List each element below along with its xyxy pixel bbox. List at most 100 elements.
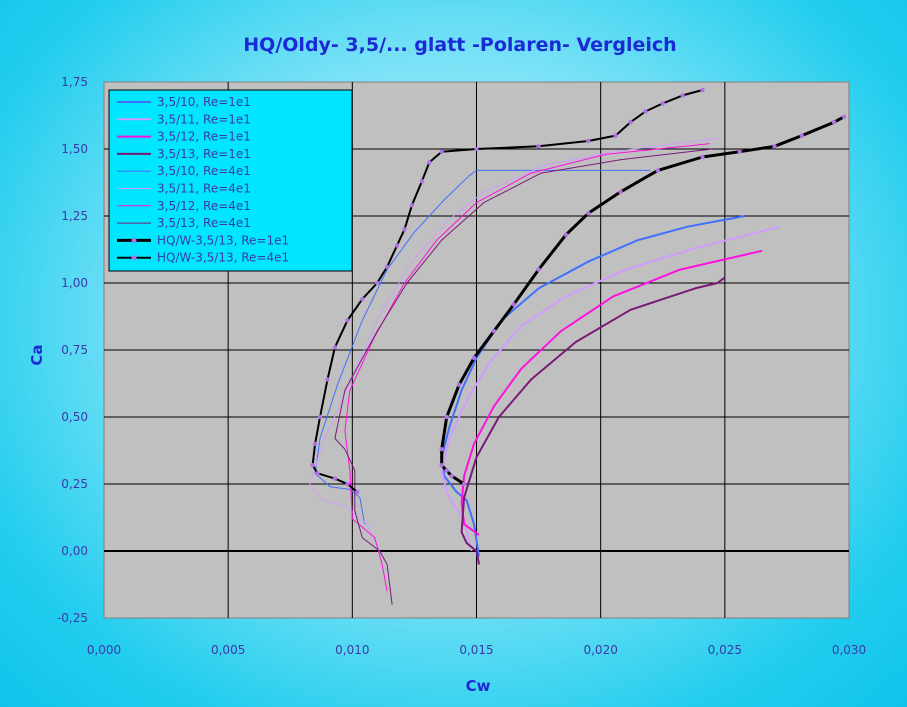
series-4 <box>460 276 726 565</box>
data-point <box>498 416 500 418</box>
data-point <box>379 314 381 316</box>
legend-item: 3,5/10, Re=4e1 <box>117 164 251 178</box>
series-5 <box>314 169 651 525</box>
legend-label: 3,5/11, Re=1e1 <box>157 112 251 126</box>
legend-item: HQ/W-3,5/13, Re=1e1 <box>117 233 289 247</box>
series-8 <box>334 148 713 605</box>
data-point <box>724 277 726 279</box>
x-tick-label: 0,025 <box>708 643 742 657</box>
data-point <box>471 550 473 552</box>
legend-marker <box>131 237 137 243</box>
y-tick-label: 1,25 <box>61 209 88 223</box>
data-point <box>384 264 390 270</box>
legend-label: 3,5/12, Re=1e1 <box>157 130 251 144</box>
data-point <box>359 497 361 499</box>
data-point <box>466 400 468 402</box>
legend-marker <box>131 255 137 261</box>
data-point <box>409 203 415 208</box>
data-point <box>315 471 320 476</box>
data-point <box>565 296 567 298</box>
legend-label: 3,5/10, Re=4e1 <box>157 164 251 178</box>
data-point <box>488 363 490 365</box>
data-point <box>332 345 338 350</box>
x-tick-label: 0,010 <box>335 643 369 657</box>
data-point <box>309 483 311 485</box>
data-point <box>394 243 400 248</box>
data-point <box>312 441 318 446</box>
legend: 3,5/10, Re=1e1 3,5/11, Re=1e1 3,5/12, Re=1… <box>108 89 353 272</box>
data-point <box>530 172 532 174</box>
series-line <box>460 276 726 565</box>
data-point <box>540 172 542 174</box>
data-point <box>461 389 463 391</box>
data-point <box>439 463 444 468</box>
data-point <box>332 476 338 481</box>
data-point <box>700 87 705 93</box>
legend-label: 3,5/13, Re=4e1 <box>157 216 251 230</box>
data-point <box>493 406 495 408</box>
data-point <box>520 368 522 370</box>
data-point <box>461 481 467 487</box>
data-point <box>319 438 321 440</box>
data-point <box>530 379 532 381</box>
series-line <box>344 143 710 592</box>
data-point <box>613 133 618 138</box>
data-point <box>483 191 485 193</box>
data-point <box>366 523 368 525</box>
legend-item: 3,5/13, Re=1e1 <box>117 147 251 161</box>
data-point <box>737 149 742 154</box>
legend-item: 3,5/10, Re=1e1 <box>117 95 251 109</box>
data-point <box>643 109 648 114</box>
data-point <box>411 261 413 263</box>
data-point <box>466 542 468 544</box>
data-point <box>427 160 432 165</box>
data-point <box>444 414 449 420</box>
legend-label: 3,5/10, Re=1e1 <box>157 95 251 109</box>
data-point <box>625 269 627 271</box>
data-point <box>536 267 541 272</box>
data-point <box>362 537 364 539</box>
x-tick-label: 0,005 <box>211 643 245 657</box>
data-point <box>441 470 443 472</box>
legend-label: HQ/W-3,5/13, Re=1e1 <box>157 233 289 247</box>
data-point <box>575 341 577 343</box>
data-point <box>520 325 522 327</box>
data-point <box>386 564 388 566</box>
data-point <box>414 231 416 233</box>
data-point <box>655 168 660 173</box>
y-tick-label: 1,50 <box>61 142 88 156</box>
data-point <box>772 144 777 149</box>
legend-item: HQ/W-3,5/13, Re=4e1 <box>117 251 289 265</box>
series-line <box>440 225 780 552</box>
data-point <box>376 330 378 332</box>
y-axis-title: Ca <box>28 344 46 365</box>
data-point <box>630 309 632 311</box>
data-point <box>476 456 478 458</box>
data-point <box>441 239 443 241</box>
data-point <box>463 497 465 499</box>
data-point <box>443 199 445 201</box>
data-point <box>456 491 458 493</box>
series-9 <box>439 114 847 487</box>
data-point <box>436 239 438 241</box>
data-point <box>344 505 346 507</box>
data-point <box>476 550 478 552</box>
data-point <box>612 151 614 153</box>
data-point <box>406 282 408 284</box>
data-point <box>473 523 475 525</box>
data-point <box>628 120 633 125</box>
data-point <box>322 499 324 501</box>
data-point <box>446 221 448 223</box>
data-point <box>620 159 622 161</box>
data-point <box>444 468 449 473</box>
data-point <box>329 486 331 488</box>
data-point <box>637 239 639 241</box>
data-point <box>478 534 480 536</box>
data-point <box>379 550 381 552</box>
data-point <box>362 320 364 322</box>
data-point <box>344 389 346 391</box>
data-point <box>463 475 465 477</box>
data-point <box>337 384 339 386</box>
data-point <box>317 414 323 420</box>
